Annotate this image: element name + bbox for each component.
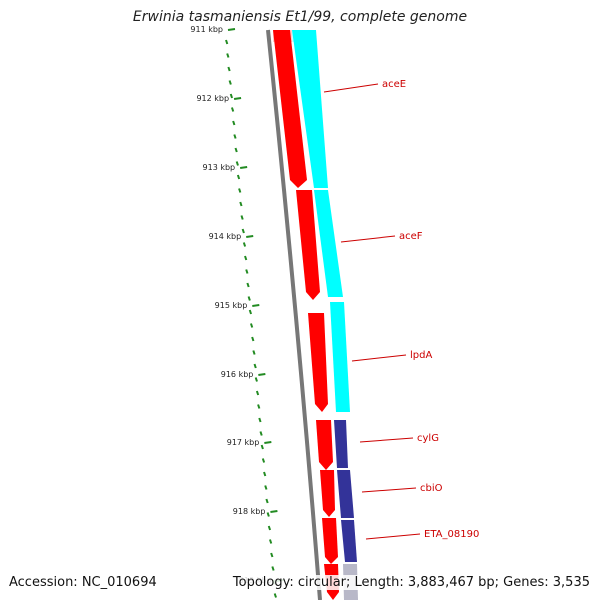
- gc-dot: [236, 174, 241, 180]
- gene-leader-line: [361, 487, 417, 493]
- gene-labels: aceE aceF lpdA cylG cbiO ETA_08190: [323, 79, 479, 540]
- reverse-cds-acef: [314, 190, 343, 297]
- gene-label: lpdA: [410, 350, 432, 361]
- gc-dot: [263, 471, 267, 477]
- genome-title: Erwinia tasmaniensis Et1/99, complete ge…: [132, 9, 468, 25]
- forward-cds-cbio: [320, 470, 335, 517]
- reverse-cds-lpda: [330, 302, 350, 412]
- gc-skew-track: [225, 39, 277, 598]
- feature-track: [273, 30, 358, 600]
- gc-dot: [252, 350, 256, 355]
- accession-text: Accession: NC_010694: [9, 575, 157, 590]
- gc-dot: [254, 377, 258, 382]
- reverse-cds-ace: [292, 30, 328, 188]
- forward-cds-cylg: [316, 420, 333, 470]
- forward-cds-acef: [296, 190, 320, 300]
- ruler-tick: [240, 166, 248, 169]
- gc-dot: [251, 336, 255, 342]
- ruler-tick: [246, 235, 254, 238]
- gc-dot: [235, 161, 239, 166]
- gc-dot: [264, 485, 268, 490]
- gene-leader-line: [359, 437, 414, 443]
- ruler-tick: [264, 441, 272, 444]
- gc-dot: [271, 566, 275, 571]
- gc-dot: [259, 431, 263, 436]
- gene-label: cylG: [417, 433, 439, 444]
- gene-label: ETA_08190: [424, 529, 479, 540]
- gc-dot: [234, 147, 238, 153]
- ruler-tick: [252, 304, 260, 307]
- ruler-tick-label: 913 kbp: [203, 163, 236, 172]
- ruler-track: 911 kbp 912 kbp 913 kbp 914 kbp 915 kbp 916 k…: [190, 25, 284, 585]
- gc-dot: [267, 525, 272, 531]
- backbone-track: [266, 29, 322, 600]
- gc-dot: [270, 552, 274, 558]
- gc-dot: [240, 215, 244, 220]
- gene-leader-line: [365, 533, 421, 540]
- ruler-tick-label: 912 kbp: [196, 94, 229, 103]
- gene-leader-line: [323, 83, 379, 93]
- gc-dot: [233, 134, 237, 139]
- ruler-tick: [233, 97, 242, 100]
- gc-dot: [255, 390, 260, 396]
- gene-label: aceF: [399, 231, 423, 242]
- gc-dot: [248, 309, 253, 315]
- gc-dot: [227, 66, 231, 72]
- gene-label: cbiO: [420, 483, 443, 494]
- gc-dot: [225, 39, 229, 45]
- forward-cds-lpda: [308, 313, 328, 412]
- gc-dot: [242, 242, 247, 247]
- reverse-cds-cylg: [334, 420, 348, 468]
- gc-dot: [265, 498, 269, 504]
- ruler-tick-label: 915 kbp: [215, 301, 248, 310]
- gc-dot: [238, 188, 242, 193]
- ruler-tick-label: 911 kbp: [190, 25, 223, 34]
- gc-dot: [260, 444, 264, 450]
- reverse-cds-eta: [341, 520, 357, 562]
- gc-dot: [247, 296, 251, 301]
- gc-dot: [258, 417, 262, 423]
- genome-summary-text: Topology: circular; Length: 3,883,467 bp…: [232, 575, 590, 590]
- gc-dot: [273, 593, 277, 598]
- gc-dot: [239, 201, 243, 207]
- gc-dot: [253, 363, 257, 369]
- gene-leader-line: [351, 354, 407, 362]
- gc-dot: [269, 539, 273, 544]
- ruler-tick: [270, 510, 278, 513]
- gc-dot: [245, 269, 249, 274]
- ruler-tick-label: 917 kbp: [227, 438, 260, 447]
- gene-leader-line: [340, 235, 396, 243]
- ruler-tick-label: 916 kbp: [221, 370, 254, 379]
- gc-dot: [226, 53, 230, 58]
- gc-dot: [261, 458, 266, 463]
- gc-dot: [241, 228, 245, 234]
- ruler-tick-label: 914 kbp: [209, 232, 242, 241]
- gc-dot: [249, 323, 254, 328]
- gc-dot: [232, 120, 236, 126]
- gc-dot: [246, 282, 250, 288]
- gc-dot: [229, 93, 234, 99]
- reverse-cds-cbio: [337, 470, 354, 518]
- forward-cds-acee: [273, 30, 307, 188]
- ruler-tick-label: 918 kbp: [233, 507, 266, 516]
- forward-cds-eta: [322, 518, 338, 564]
- gc-dot: [230, 107, 235, 112]
- gc-dot: [228, 80, 232, 85]
- ruler-tick: [258, 373, 266, 376]
- ruler-tick: [227, 28, 236, 31]
- gene-label: aceE: [382, 79, 406, 90]
- backbone-line: [266, 29, 322, 600]
- gc-dot: [266, 512, 270, 517]
- gc-dot: [244, 255, 248, 261]
- gc-dot: [257, 404, 261, 409]
